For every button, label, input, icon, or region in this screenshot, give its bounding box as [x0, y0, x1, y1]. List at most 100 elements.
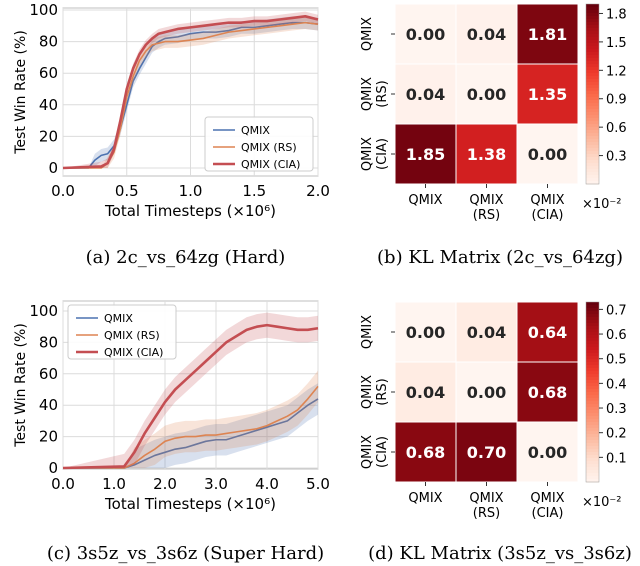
colorbar-segment — [586, 413, 599, 417]
colorbar-tick-label: 0.5 — [606, 353, 627, 368]
colorbar-segment — [586, 362, 599, 366]
series-band — [63, 370, 318, 468]
cell-value: 1.35 — [528, 85, 567, 104]
x-tick-label: 0.0 — [51, 182, 75, 200]
row-label: (RS) — [375, 80, 390, 107]
panel-b-heatmap: 0.00 0.04 1.81 0.04 0.00 1.35 1.85 1.38 0.00 QMIX… — [360, 3, 627, 268]
colorbar-segment — [586, 118, 599, 122]
colorbar-scale-label: ×10⁻² — [582, 495, 622, 510]
colorbar-segment — [586, 124, 599, 128]
x-axis-label: Total Timesteps (×10⁶) — [104, 495, 276, 513]
colorbar-segment — [586, 425, 599, 429]
y-tick-label: 60 — [39, 365, 58, 383]
y-tick-label: 100 — [29, 302, 58, 320]
row-label: (RS) — [375, 378, 390, 405]
colorbar-segment — [586, 407, 599, 411]
column-label: (CIA) — [532, 506, 564, 521]
colorbar-segment — [586, 344, 599, 348]
y-tick-label: 0 — [48, 459, 58, 477]
cell-value: 0.00 — [467, 383, 506, 402]
heatmap-cell — [394, 123, 457, 185]
cell-value: 0.04 — [406, 85, 445, 104]
cell-value: 1.38 — [467, 145, 506, 164]
colorbar-segment — [586, 49, 599, 53]
legend-label: QMIX (CIA) — [241, 158, 300, 171]
cell-value: 0.00 — [528, 443, 567, 462]
colorbar-segment — [586, 109, 599, 113]
colorbar-segment — [586, 166, 599, 170]
colorbar-segment — [586, 356, 599, 360]
colorbar-segment — [586, 323, 599, 327]
heatmap-cell — [516, 421, 579, 483]
colorbar-segment — [586, 428, 599, 432]
column-label: (CIA) — [532, 208, 564, 223]
x-tick-label: 1.0 — [179, 182, 203, 200]
panel-caption: (a) 2c_vs_64zg (Hard) — [86, 247, 286, 268]
colorbar-segment — [586, 139, 599, 143]
colorbar-segment — [586, 341, 599, 345]
colorbar-segment — [586, 157, 599, 161]
column-label: QMIX — [530, 193, 564, 208]
colorbar-segment — [586, 61, 599, 65]
colorbar-segment — [586, 151, 599, 155]
x-tick-label: 3.0 — [204, 475, 228, 493]
colorbar-segment — [586, 476, 599, 480]
colorbar-tick-label: 1.8 — [606, 7, 627, 22]
colorbar-segment — [586, 94, 599, 98]
panel-caption: (c) 3s5z_vs_3s6z (Super Hard) — [47, 543, 324, 564]
legend-label: QMIX (RS) — [241, 141, 297, 154]
colorbar-segment — [586, 19, 599, 23]
colorbar-segment — [586, 121, 599, 125]
colorbar-segment — [586, 64, 599, 68]
series-line — [62, 15, 319, 170]
colorbar-segment — [586, 443, 599, 447]
column-label: (RS) — [473, 506, 500, 521]
series-line — [63, 385, 319, 469]
column-label: QMIX — [408, 193, 442, 208]
row-label: QMIX — [360, 315, 375, 349]
colorbar-frame — [585, 3, 600, 185]
colorbar-segment — [586, 320, 599, 324]
column-label: QMIX — [530, 491, 564, 506]
colorbar-segment — [586, 440, 599, 444]
x-tick-label: 1.0 — [102, 475, 126, 493]
colorbar-segment — [586, 455, 599, 459]
colorbar-segment — [586, 470, 599, 474]
colorbar-segment — [586, 52, 599, 56]
colorbar-segment — [586, 437, 599, 441]
colorbar-segment — [586, 154, 599, 158]
colorbar-segment — [586, 398, 599, 402]
colorbar-segment — [586, 452, 599, 456]
cell-value: 0.00 — [406, 25, 445, 44]
colorbar-tick-label: 0.3 — [606, 402, 627, 417]
colorbar-segment — [586, 133, 599, 137]
colorbar-segment — [586, 374, 599, 378]
x-axis-label: Total Timesteps (×10⁶) — [104, 202, 276, 220]
colorbar-segment — [586, 85, 599, 89]
x-tick-label: 0.5 — [115, 182, 139, 200]
colorbar-segment — [586, 91, 599, 95]
y-axis-label: Test Win Rate (%) — [13, 30, 29, 155]
heatmap-cell — [455, 301, 518, 363]
colorbar-segment — [586, 410, 599, 414]
colorbar-segment — [586, 479, 599, 483]
row-label: (CIA) — [375, 138, 390, 170]
row-label: QMIX — [360, 77, 375, 111]
column-label: QMIX — [469, 491, 503, 506]
heatmap-cell — [455, 3, 518, 65]
cell-value: 1.85 — [406, 145, 445, 164]
y-tick-label: 80 — [39, 33, 58, 51]
colorbar-tick-label: 0.4 — [606, 377, 627, 392]
colorbar-segment — [586, 311, 599, 315]
y-tick-label: 40 — [39, 396, 58, 414]
colorbar-segment — [586, 392, 599, 396]
colorbar-segment — [586, 329, 599, 333]
colorbar-segment — [586, 461, 599, 465]
colorbar-segment — [586, 43, 599, 47]
y-tick-label: 100 — [29, 1, 58, 19]
colorbar-scale-label: ×10⁻² — [582, 197, 622, 212]
panel-c-line-chart: 0.0 1.0 2.0 3.0 4.0 5.0 0 20 40 60 80 100 QMIX QMIX (… — [13, 300, 330, 564]
colorbar-segment — [586, 145, 599, 149]
column-label: (RS) — [473, 208, 500, 223]
colorbar-segment — [586, 112, 599, 116]
